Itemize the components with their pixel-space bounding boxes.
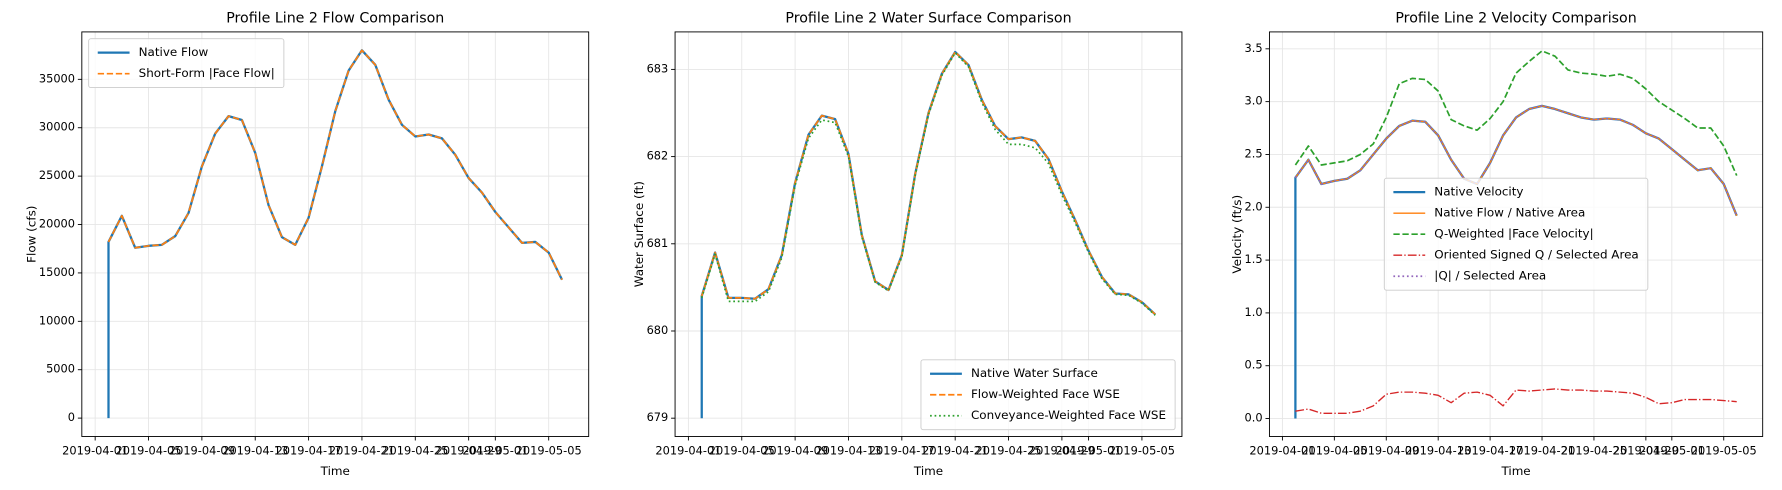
x-axis-label: Time	[1500, 464, 1530, 478]
series-line	[1295, 388, 1737, 414]
legend-box	[1383, 177, 1649, 291]
x-tick-label: 2019-04-05	[1301, 443, 1367, 457]
legend-label: Q-Weighted |Face Velocity|	[1434, 227, 1593, 241]
x-tick-label: 2019-05-01	[1639, 443, 1705, 457]
series-line	[1294, 105, 1738, 217]
x-tick-label: 2019-05-05	[1691, 443, 1757, 457]
x-tick-label: 2019-04-05	[709, 443, 775, 457]
y-axis-label: Flow (cfs)	[25, 206, 39, 263]
x-tick-label: 2019-04-29	[1613, 443, 1679, 457]
legend-label: Native Flow	[139, 45, 209, 59]
x-tick-label: 2019-04-13	[815, 443, 881, 457]
x-tick-label: 2019-05-01	[1056, 443, 1122, 457]
x-tick-label: 2019-04-09	[762, 443, 828, 457]
x-tick-label: 2019-04-01	[1249, 443, 1315, 457]
y-axis-label: Velocity (ft/s)	[1230, 195, 1244, 274]
legend-label: Native Flow / Native Area	[1434, 206, 1585, 220]
axes-frame	[1268, 31, 1764, 437]
x-tick-label: 2019-04-29	[1029, 443, 1095, 457]
x-tick-label: 2019-05-05	[516, 443, 582, 457]
legend-label: Short-Form |Face Flow|	[139, 66, 275, 80]
legend-label: |Q| / Selected Area	[1434, 269, 1546, 283]
series-line	[1294, 50, 1738, 176]
chart-title: Profile Line 2 Water Surface Comparison	[785, 10, 1071, 26]
x-tick-label: 2019-04-05	[116, 443, 182, 457]
y-tick-label: 682	[647, 149, 669, 163]
series-line	[700, 51, 1156, 316]
x-tick-label: 2019-04-09	[169, 443, 235, 457]
y-tick-label: 20000	[39, 217, 75, 231]
y-tick-label: 3.0	[1245, 94, 1263, 108]
x-axis-label: Time	[913, 464, 943, 478]
series-line	[107, 49, 563, 281]
x-tick-label: 2019-04-25	[1561, 443, 1627, 457]
y-tick-label: 15000	[39, 265, 75, 279]
y-tick-label: 0	[68, 410, 75, 424]
x-tick-label: 2019-04-21	[1509, 443, 1575, 457]
x-tick-label: 2019-04-09	[1353, 443, 1419, 457]
x-tick-label: 2019-04-17	[1457, 443, 1523, 457]
x-tick-label: 2019-04-17	[869, 443, 935, 457]
y-tick-label: 2.0	[1245, 199, 1263, 213]
x-tick-label: 2019-04-01	[62, 443, 128, 457]
legend: Native Water Surface Flow-Weighted Face W…	[920, 359, 1176, 431]
x-axis-label: Time	[320, 464, 350, 478]
x-tick-label: 2019-04-29	[436, 443, 502, 457]
y-tick-label: 25000	[39, 168, 75, 182]
legend-box	[88, 38, 285, 89]
subplot: 2019-04-012019-04-052019-04-092019-04-13…	[25, 10, 590, 478]
legend-label: Conveyance-Weighted Face WSE	[971, 408, 1166, 422]
legend-label: Native Velocity	[1434, 185, 1523, 199]
y-tick-label: 5000	[46, 362, 75, 376]
y-tick-label: 0.5	[1245, 358, 1263, 372]
legend-label: Flow-Weighted Face WSE	[971, 387, 1120, 401]
x-tick-label: 2019-04-17	[276, 443, 342, 457]
y-axis-label: Water Surface (ft)	[632, 181, 646, 287]
legend: Native Flow Short-Form |Face Flow|	[88, 38, 285, 89]
x-tick-label: 2019-04-13	[222, 443, 288, 457]
y-tick-label: 35000	[39, 71, 75, 85]
y-tick-label: 3.5	[1245, 41, 1263, 55]
legend-label: Native Water Surface	[971, 366, 1098, 380]
x-tick-label: 2019-05-01	[462, 443, 528, 457]
y-tick-label: 10000	[39, 313, 75, 327]
series-line	[700, 51, 1156, 316]
y-tick-label: 2.5	[1245, 146, 1263, 160]
legend-box	[920, 359, 1176, 431]
subplot: 2019-04-012019-04-052019-04-092019-04-13…	[1230, 10, 1764, 478]
legend: Native Velocity Native Flow / Native Area…	[1383, 177, 1649, 291]
y-tick-label: 679	[647, 410, 669, 424]
y-tick-label: 1.0	[1245, 305, 1263, 319]
y-tick-label: 0.0	[1245, 411, 1263, 425]
chart-title: Profile Line 2 Velocity Comparison	[1395, 10, 1636, 26]
x-tick-label: 2019-05-05	[1109, 443, 1175, 457]
y-tick-label: 1.5	[1245, 252, 1263, 266]
x-tick-label: 2019-04-25	[976, 443, 1042, 457]
y-tick-label: 681	[647, 236, 669, 250]
legend-label: Oriented Signed Q / Selected Area	[1434, 248, 1638, 262]
y-tick-label: 683	[647, 61, 669, 75]
y-tick-label: 30000	[39, 120, 75, 134]
axes-frame	[674, 31, 1183, 437]
x-tick-label: 2019-04-21	[922, 443, 988, 457]
x-tick-label: 2019-04-13	[1405, 443, 1471, 457]
chart-title: Profile Line 2 Flow Comparison	[226, 10, 444, 26]
axes-frame	[81, 31, 590, 437]
x-tick-label: 2019-04-25	[382, 443, 448, 457]
subplot: 2019-04-012019-04-052019-04-092019-04-13…	[632, 10, 1183, 478]
y-tick-label: 680	[647, 323, 669, 337]
x-tick-label: 2019-04-21	[329, 443, 395, 457]
x-tick-label: 2019-04-01	[655, 443, 721, 457]
